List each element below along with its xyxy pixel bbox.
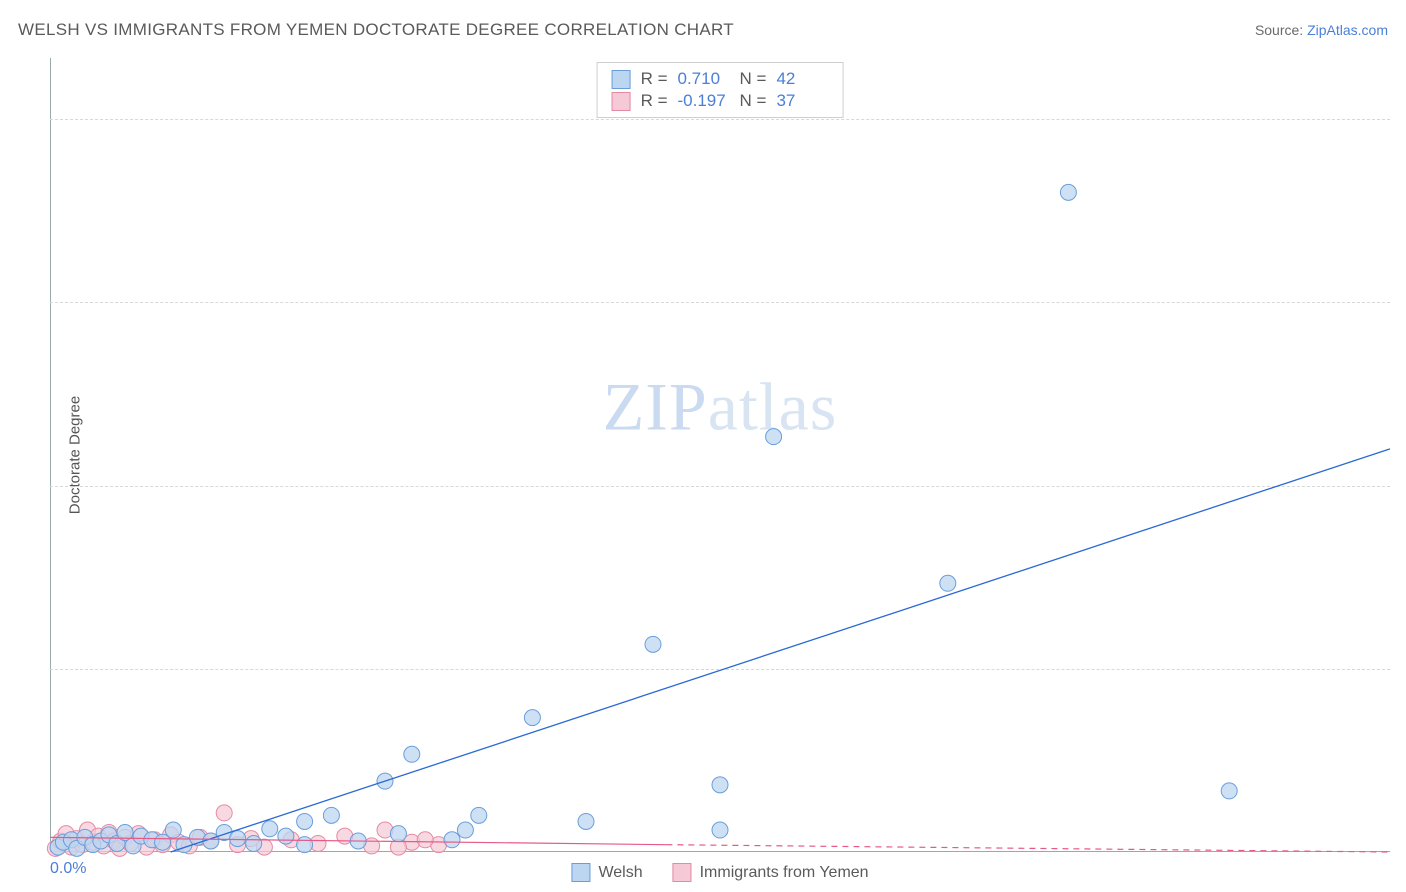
welsh-point <box>940 575 956 591</box>
chart-title: WELSH VS IMMIGRANTS FROM YEMEN DOCTORATE… <box>18 20 734 40</box>
welsh-point <box>578 813 594 829</box>
legend-label-yemen: Immigrants from Yemen <box>700 864 869 882</box>
y-tick-label: 60.0% <box>1402 110 1406 128</box>
legend-item-yemen: Immigrants from Yemen <box>673 863 869 882</box>
swatch-yemen <box>612 92 631 111</box>
header: WELSH VS IMMIGRANTS FROM YEMEN DOCTORATE… <box>18 20 1388 40</box>
source-prefix: Source: <box>1255 22 1307 38</box>
welsh-point <box>457 822 473 838</box>
welsh-point <box>471 807 487 823</box>
n-value-yemen: 37 <box>776 91 828 111</box>
welsh-point <box>766 429 782 445</box>
r-label: R = <box>641 69 668 89</box>
plot-svg <box>50 58 1390 852</box>
welsh-point <box>712 777 728 793</box>
welsh-point <box>165 822 181 838</box>
yemen-point <box>216 805 232 821</box>
yemen-point <box>417 832 433 848</box>
n-label: N = <box>740 69 767 89</box>
welsh-point <box>297 837 313 853</box>
welsh-point <box>1060 184 1076 200</box>
welsh-point <box>262 821 278 837</box>
stats-row-welsh: R = 0.710 N = 42 <box>612 69 829 89</box>
y-tick-label: 45.0% <box>1402 293 1406 311</box>
welsh-point <box>524 710 540 726</box>
welsh-point <box>297 813 313 829</box>
welsh-point <box>230 831 246 847</box>
y-tick-label: 30.0% <box>1402 477 1406 495</box>
source-link[interactable]: ZipAtlas.com <box>1307 22 1388 38</box>
welsh-point <box>444 832 460 848</box>
welsh-point <box>323 807 339 823</box>
stats-box: R = 0.710 N = 42 R = -0.197 N = 37 <box>597 62 844 118</box>
legend: Welsh Immigrants from Yemen <box>571 863 868 882</box>
y-tick-label: 15.0% <box>1402 660 1406 678</box>
welsh-point <box>404 746 420 762</box>
welsh-point <box>278 828 294 844</box>
legend-swatch-welsh <box>571 863 590 882</box>
stats-row-yemen: R = -0.197 N = 37 <box>612 91 829 111</box>
welsh-point <box>390 826 406 842</box>
n-label: N = <box>740 91 767 111</box>
x-tick-left: 0.0% <box>50 860 86 878</box>
welsh-point <box>645 636 661 652</box>
trend-line-welsh <box>171 449 1390 852</box>
trend-line-yemen-ext <box>666 845 1390 852</box>
welsh-point <box>1221 783 1237 799</box>
swatch-welsh <box>612 70 631 89</box>
chart-area: Doctorate Degree ZIPatlas 15.0%30.0%45.0… <box>50 58 1390 852</box>
legend-label-welsh: Welsh <box>598 864 642 882</box>
n-value-welsh: 42 <box>776 69 828 89</box>
welsh-point <box>712 822 728 838</box>
r-value-welsh: 0.710 <box>678 69 730 89</box>
welsh-point <box>246 835 262 851</box>
source: Source: ZipAtlas.com <box>1255 22 1388 38</box>
legend-swatch-yemen <box>673 863 692 882</box>
r-value-yemen: -0.197 <box>678 91 730 111</box>
r-label: R = <box>641 91 668 111</box>
legend-item-welsh: Welsh <box>571 863 642 882</box>
